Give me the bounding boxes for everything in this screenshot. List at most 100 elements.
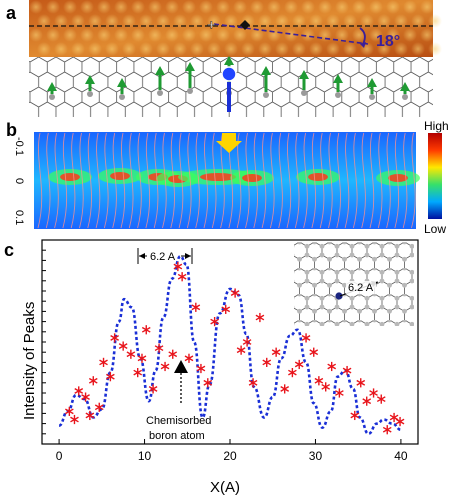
stm-bump (428, 42, 442, 56)
data-point (210, 317, 219, 327)
contour-line (120, 132, 126, 229)
data-point (154, 343, 164, 353)
stm-bump (275, 14, 289, 28)
spin-arrow-head (85, 75, 95, 84)
stm-bump (80, 28, 94, 42)
contour-line (278, 132, 283, 229)
data-point (288, 368, 297, 378)
data-point (141, 325, 151, 335)
chemisorbed-annotation: Chemisorbed boron atom (146, 360, 211, 442)
contour-line (70, 132, 76, 229)
stm-bump (71, 42, 85, 56)
data-point (106, 372, 115, 382)
contour-line (394, 132, 400, 229)
stm-bump (335, 0, 349, 14)
x-ticks: 0 10 20 30 40 (56, 439, 408, 463)
data-point (94, 402, 104, 412)
y-ticks (42, 249, 46, 435)
stm-bump (326, 14, 340, 28)
stm-bump (114, 28, 128, 42)
stm-bump (190, 42, 204, 56)
stm-bump (29, 28, 43, 42)
density-peak (388, 174, 408, 182)
stm-bump (233, 0, 247, 14)
data-point (221, 304, 231, 314)
contour-line (361, 132, 366, 229)
stm-bump (139, 42, 153, 56)
stm-bump (182, 0, 196, 14)
data-point (74, 386, 84, 396)
contour-line (328, 132, 333, 229)
y-tick-bottom: 0.1 (13, 210, 25, 225)
angle-arc (359, 27, 366, 45)
stm-bump (224, 42, 238, 56)
contour-line (95, 132, 101, 229)
spin-arrows (47, 56, 410, 112)
panel-c-label: c (4, 240, 14, 260)
stm-bump (292, 14, 306, 28)
crosshair-marker: + (207, 17, 216, 34)
stm-bump (131, 28, 145, 42)
data-point (242, 337, 252, 347)
spin-arrow-head (155, 66, 165, 75)
stm-bump (411, 14, 425, 28)
stm-bump (199, 0, 213, 14)
data-point (395, 416, 405, 427)
data-point (137, 353, 147, 363)
carbon-atom (119, 94, 125, 100)
carbon-atom (157, 90, 163, 96)
stm-bump (173, 42, 187, 56)
carbon-atom (335, 92, 341, 98)
panel-b-label: b (6, 120, 17, 140)
data-point (376, 394, 386, 404)
stm-bump (80, 0, 94, 14)
contour-line (352, 132, 358, 229)
stm-bump (275, 42, 289, 56)
spin-arrow-head (400, 82, 410, 91)
stm-bump (309, 14, 323, 28)
stm-bump (258, 42, 272, 56)
contour-line (311, 132, 317, 229)
density-contours (37, 132, 420, 229)
data-point (64, 406, 74, 416)
panel-a: 18° + a (6, 0, 442, 117)
contour-line (162, 132, 167, 229)
contour-line (128, 132, 134, 229)
data-point (314, 376, 324, 386)
carbon-atom (402, 94, 408, 100)
stm-bump (165, 0, 179, 14)
stm-bump (224, 14, 238, 28)
carbon-atom (301, 90, 307, 96)
contour-line (62, 132, 68, 229)
data-point (369, 388, 378, 398)
boron-atom-marker (335, 292, 343, 300)
carbon-atom (49, 94, 55, 100)
stm-bump (199, 28, 213, 42)
data-point (173, 261, 183, 272)
density-peak (308, 173, 328, 181)
contour-line (178, 132, 184, 229)
spin-arrow-head (117, 78, 127, 87)
data-point (85, 410, 95, 421)
stm-bump (156, 14, 170, 28)
contour-line (103, 132, 109, 229)
lattice-inset: 6.2 A (294, 242, 414, 326)
contour-line (319, 132, 325, 229)
data-point (389, 412, 399, 423)
contour-line (245, 132, 250, 229)
stm-bump (326, 42, 340, 56)
data-point (248, 378, 258, 388)
stm-bump (267, 28, 281, 42)
angled-dashed-line (213, 23, 369, 45)
stm-bump (343, 42, 357, 56)
stm-bump (386, 28, 400, 42)
carbon-atom (87, 91, 93, 97)
contour-line (54, 132, 59, 229)
stm-bump (352, 0, 366, 14)
stm-bump (428, 14, 442, 28)
data-point (160, 361, 170, 372)
stm-bump (309, 42, 323, 56)
data-point (350, 410, 360, 421)
data-point (327, 361, 337, 372)
